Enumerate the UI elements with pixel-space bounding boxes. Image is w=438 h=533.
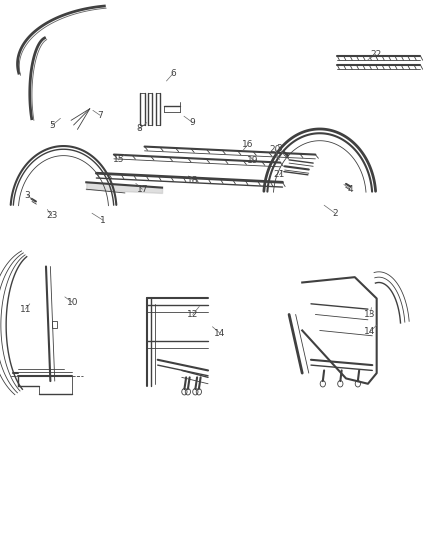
Text: 1: 1 bbox=[100, 216, 106, 224]
Text: 10: 10 bbox=[67, 298, 78, 306]
Text: 9: 9 bbox=[190, 118, 196, 127]
Text: 14: 14 bbox=[214, 329, 226, 337]
Text: 20: 20 bbox=[269, 145, 281, 154]
Text: 23: 23 bbox=[46, 212, 57, 220]
Text: 18: 18 bbox=[187, 176, 198, 184]
Text: 16: 16 bbox=[242, 141, 253, 149]
Text: 5: 5 bbox=[49, 122, 55, 130]
Text: 2: 2 bbox=[332, 209, 338, 217]
Text: 7: 7 bbox=[97, 111, 103, 119]
Text: 13: 13 bbox=[364, 310, 376, 319]
Text: 3: 3 bbox=[276, 144, 282, 153]
Text: 8: 8 bbox=[136, 125, 142, 133]
Text: 17: 17 bbox=[137, 185, 148, 193]
Text: 22: 22 bbox=[370, 50, 381, 59]
Text: 3: 3 bbox=[25, 191, 31, 199]
Text: 12: 12 bbox=[187, 310, 198, 319]
Bar bbox=[52, 321, 57, 328]
Text: 4: 4 bbox=[348, 185, 353, 193]
Text: 21: 21 bbox=[274, 171, 285, 179]
Text: 14: 14 bbox=[364, 327, 376, 336]
Text: 19: 19 bbox=[247, 157, 259, 165]
Text: 15: 15 bbox=[113, 156, 124, 164]
Text: 11: 11 bbox=[20, 305, 31, 313]
Text: 6: 6 bbox=[170, 69, 176, 78]
